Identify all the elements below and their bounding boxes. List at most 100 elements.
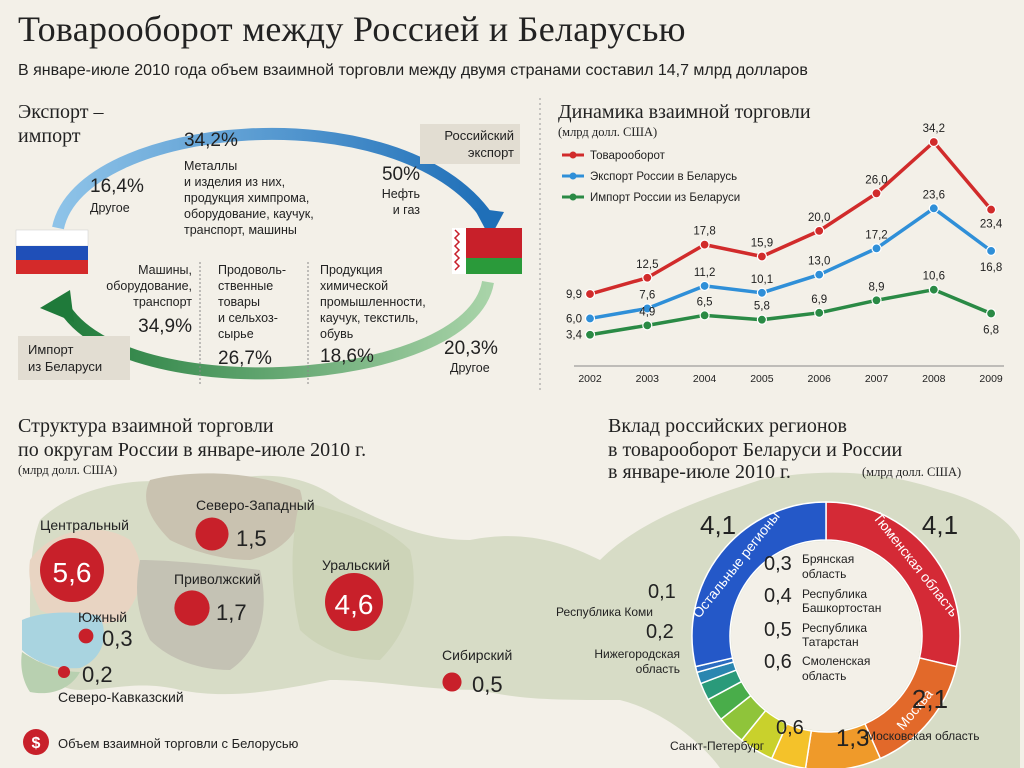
slice-name: Смоленская — [802, 654, 870, 668]
slice-name: Республика — [802, 621, 867, 635]
russian-export-tag-line1: Российский — [444, 128, 514, 143]
data-point — [756, 251, 768, 262]
data-label: 6,5 — [697, 296, 713, 308]
chart-title: Динамика взаимной торговли — [558, 101, 811, 123]
district-bubble — [195, 517, 229, 551]
export-arrowhead — [474, 208, 504, 238]
chart-subtitle: (млрд долл. США) — [558, 125, 657, 139]
district-bubble — [78, 628, 94, 644]
dollar-sign-icon: $ — [32, 735, 41, 752]
russian-export-tag-line2: экспорт — [468, 145, 514, 160]
export-metals-line: продукция химпрома, — [184, 191, 309, 205]
district-caucasus-shape — [21, 652, 80, 694]
series-line — [589, 140, 993, 296]
data-label: 5,8 — [754, 301, 770, 313]
import-machines-line: транспорт — [133, 295, 192, 309]
export-oil-line: и газ — [393, 203, 421, 217]
district-south-shape — [22, 612, 104, 669]
page-title: Товарооборот между Россией и Беларусью — [18, 9, 686, 49]
district-bubble — [324, 572, 384, 632]
data-point — [871, 295, 882, 306]
district-name: Уральский — [322, 557, 390, 573]
district-value: 0,5 — [472, 672, 503, 697]
data-point — [642, 272, 653, 283]
data-point — [928, 203, 939, 214]
import-food-line: Продоволь- — [218, 263, 286, 277]
x-tick-label: 2009 — [979, 373, 1003, 385]
slice-name: Республика Коми — [556, 605, 653, 619]
data-label: 13,0 — [808, 256, 830, 268]
data-label: 9,9 — [566, 289, 582, 301]
data-label: 12,5 — [636, 259, 658, 271]
data-label: 26,0 — [865, 174, 887, 186]
data-point — [584, 288, 596, 300]
data-label: 11,2 — [694, 267, 716, 279]
district-name: Центральный — [40, 517, 129, 533]
data-point — [814, 225, 825, 236]
russia-flag-icon — [15, 229, 89, 274]
donut-title-3: в январе-июле 2010 г. — [608, 461, 791, 483]
legend-marker — [569, 172, 577, 180]
page-subtitle: В январе-июле 2010 года объем взаимной т… — [18, 62, 808, 79]
district-bubble — [57, 665, 71, 679]
district-name: Северо-Западный — [196, 497, 315, 513]
data-point — [928, 136, 939, 148]
export-oil-pct: 50% — [382, 164, 420, 185]
chart-legend: Товарооборот Экспорт России в Беларусь Имп… — [562, 150, 740, 204]
districts-title-2: по округам России в январе-июле 2010 г. — [18, 439, 366, 461]
data-point — [814, 269, 825, 280]
data-point — [642, 303, 653, 314]
import-chem-line: обувь — [320, 327, 353, 341]
dollar-legend-icon — [23, 729, 49, 755]
x-tick-label: 2002 — [578, 373, 602, 385]
export-oil-line: Нефть — [382, 187, 420, 201]
slice-value: 0,5 — [764, 619, 792, 641]
import-chem-line: Продукция — [320, 263, 383, 277]
export-arrow — [52, 127, 493, 230]
slice-value: 0,6 — [776, 717, 804, 739]
district-value: 1,5 — [236, 526, 267, 551]
export-metals-line: и изделия из них, — [184, 175, 285, 189]
x-tick-label: 2006 — [808, 373, 832, 385]
data-label: 8,9 — [869, 281, 885, 293]
slice-value: 0,3 — [764, 553, 792, 575]
district-name: Южный — [78, 609, 127, 625]
russian-export-tag — [420, 124, 520, 164]
slice-name: область — [636, 662, 680, 676]
export-import-heading-2: импорт — [18, 125, 81, 147]
import-machines-pct: 34,9% — [138, 316, 192, 337]
district-value: 4,6 — [335, 589, 374, 620]
data-label: 10,1 — [751, 274, 773, 286]
data-point — [699, 239, 710, 250]
data-point — [584, 313, 596, 324]
district-value: 0,2 — [82, 662, 113, 687]
data-label: 10,6 — [923, 271, 945, 283]
data-label: 4,9 — [639, 306, 655, 318]
import-chem-line: промышленности, — [320, 295, 426, 309]
slice-value: 0,6 — [764, 651, 792, 673]
export-metals-pct: 34,2% — [184, 130, 238, 151]
import-machines-line: Машины, — [138, 263, 192, 277]
import-tag-line1: Импорт — [28, 342, 73, 357]
export-import-heading-1: Экспорт – — [18, 101, 104, 123]
slice-name: Московская область — [866, 729, 980, 743]
data-label: 17,8 — [693, 226, 715, 238]
data-point — [985, 308, 997, 319]
legend-marker — [569, 193, 577, 201]
data-label: 3,4 — [566, 330, 583, 342]
import-food-pct: 26,7% — [218, 348, 272, 369]
district-bubble — [174, 590, 210, 626]
slice-name: Республика — [802, 587, 867, 601]
export-metals-line: оборудование, каучук, — [184, 207, 314, 221]
data-label: 16,8 — [980, 262, 1002, 274]
data-point — [871, 243, 882, 254]
district-value: 1,7 — [216, 600, 247, 625]
import-other-pct: 20,3% — [444, 338, 498, 359]
belarus-flag-icon — [452, 228, 522, 274]
slice-name: область — [802, 669, 846, 683]
districts-unit: (млрд долл. США) — [18, 463, 117, 477]
data-label: 20,0 — [808, 212, 830, 224]
district-value: 5,6 — [53, 557, 92, 588]
trade-dynamics-chart: Динамика взаимной торговли (млрд долл. С… — [558, 101, 1004, 385]
